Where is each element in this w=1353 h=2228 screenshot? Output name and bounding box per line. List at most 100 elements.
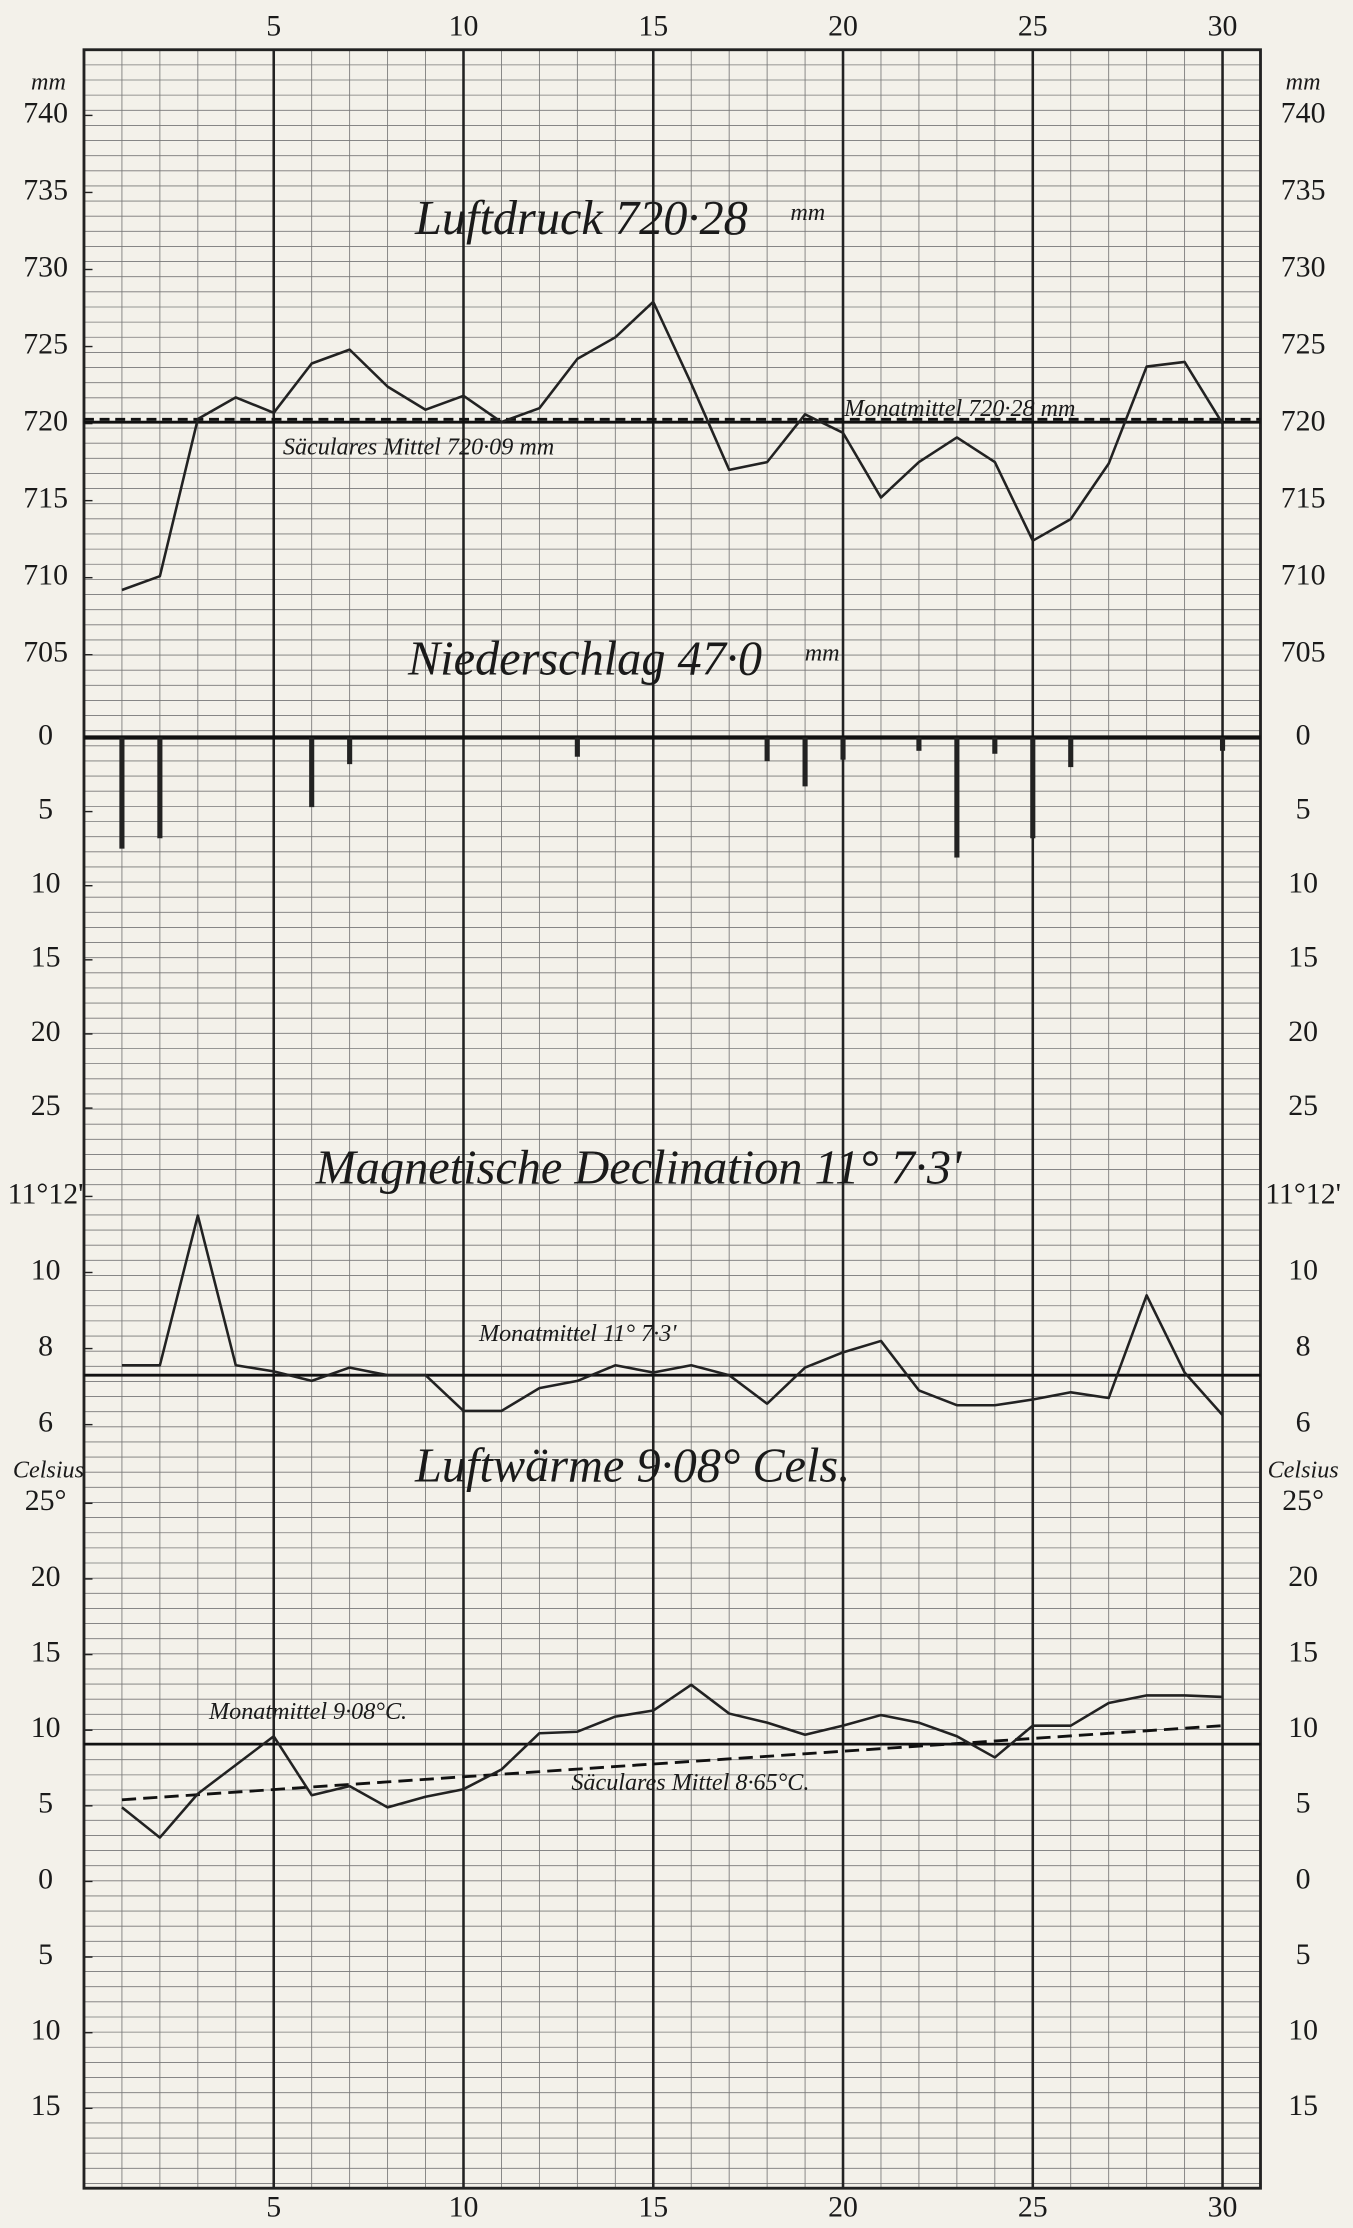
y-tick-label-right: 5 xyxy=(1296,1787,1311,1820)
y-tick-label-right: 11°12' xyxy=(1265,1177,1341,1210)
y-tick-label-left: 10 xyxy=(31,867,61,900)
title-unit: mm xyxy=(805,640,840,667)
y-tick-label-left: 705 xyxy=(23,636,68,669)
y-tick-label-left: 5 xyxy=(38,1787,53,1820)
panel-title: Niederschlag 47·0 xyxy=(407,633,762,686)
x-tick-label-top: 5 xyxy=(266,9,281,42)
mean-label: Säculares Mittel 720·09 mm xyxy=(283,434,554,461)
bar xyxy=(764,737,770,762)
bar xyxy=(992,737,998,754)
y-unit-right: Celsius xyxy=(1268,1457,1339,1484)
grid xyxy=(83,49,1261,2189)
y-tick-label-right: 25° xyxy=(1282,1484,1324,1517)
mean-label: Monatmittel 720·28 mm xyxy=(843,395,1075,422)
bar xyxy=(574,737,580,757)
y-tick-label-left: 8 xyxy=(38,1329,53,1362)
y-tick-label-left: 10 xyxy=(31,1253,61,1286)
x-tick-label-bottom: 15 xyxy=(638,2190,668,2223)
x-tick-label-bottom: 5 xyxy=(266,2190,281,2223)
y-tick-label-left: 15 xyxy=(31,2089,61,2122)
y-tick-label-left: 735 xyxy=(23,173,68,206)
x-tick-label-top: 30 xyxy=(1208,9,1238,42)
y-tick-label-left: 740 xyxy=(23,96,68,129)
y-tick-label-right: 715 xyxy=(1281,481,1326,514)
y-tick-label-left: 5 xyxy=(38,792,53,825)
y-tick-label-right: 6 xyxy=(1296,1405,1311,1438)
x-tick-label-bottom: 30 xyxy=(1208,2190,1238,2223)
y-tick-label-right: 5 xyxy=(1296,792,1311,825)
y-tick-label-right: 10 xyxy=(1288,1253,1318,1286)
bar xyxy=(309,737,315,808)
y-tick-label-right: 725 xyxy=(1281,327,1326,360)
bar xyxy=(1219,737,1226,751)
y-tick-label-left: 10 xyxy=(31,1711,61,1744)
y-tick-label-right: 710 xyxy=(1281,559,1326,592)
y-tick-label-right: 705 xyxy=(1281,636,1326,669)
y-tick-label-right: 15 xyxy=(1288,2089,1318,2122)
data-line xyxy=(121,1683,1223,1839)
x-tick-label-top: 15 xyxy=(638,9,668,42)
y-tick-label-right: 15 xyxy=(1288,1635,1318,1668)
bar xyxy=(954,737,960,858)
bar xyxy=(119,737,125,849)
y-unit-left: Celsius xyxy=(13,1457,84,1484)
x-tick-label-top: 20 xyxy=(828,9,858,42)
bar xyxy=(1030,737,1036,839)
y-tick-label-right: 10 xyxy=(1288,2014,1318,2047)
x-tick-label-top: 10 xyxy=(449,9,479,42)
y-tick-label-left: 0 xyxy=(38,1862,53,1895)
x-tick-label-top: 25 xyxy=(1018,9,1048,42)
bar xyxy=(840,737,846,760)
y-tick-label-right: 10 xyxy=(1288,1711,1318,1744)
data-line xyxy=(121,300,1224,592)
x-tick-label-bottom: 25 xyxy=(1018,2190,1048,2223)
bar xyxy=(916,737,922,751)
y-tick-label-left: 725 xyxy=(23,327,68,360)
bar xyxy=(802,737,808,787)
y-tick-label-left: 710 xyxy=(23,559,68,592)
y-tick-label-right: 730 xyxy=(1281,250,1326,283)
bar xyxy=(157,737,163,839)
y-tick-label-left: 11°12' xyxy=(8,1177,84,1210)
bar xyxy=(347,737,353,765)
y-tick-label-left: 25° xyxy=(25,1484,67,1517)
x-tick-label-bottom: 20 xyxy=(828,2190,858,2223)
y-tick-label-left: 20 xyxy=(31,1015,61,1048)
panel-title: Luftdruck 720·28 xyxy=(414,192,748,245)
y-tick-label-left: 5 xyxy=(38,1938,53,1971)
y-tick-label-left: 720 xyxy=(23,404,68,437)
y-tick-label-right: 720 xyxy=(1281,404,1326,437)
y-tick-label-right: 8 xyxy=(1296,1329,1311,1362)
y-tick-label-right: 20 xyxy=(1288,1560,1318,1593)
y-tick-label-left: 6 xyxy=(38,1405,53,1438)
y-tick-label-left: 15 xyxy=(31,1635,61,1668)
y-tick-label-right: 0 xyxy=(1296,718,1311,751)
trend-label: Säculares Mittel 8·65°C. xyxy=(571,1769,809,1796)
y-tick-label-right: 15 xyxy=(1288,941,1318,974)
y-unit-left: mm xyxy=(31,69,66,96)
y-unit-right: mm xyxy=(1286,69,1321,96)
y-tick-label-right: 10 xyxy=(1288,867,1318,900)
y-tick-label-right: 740 xyxy=(1281,96,1326,129)
y-tick-label-left: 25 xyxy=(31,1089,61,1122)
y-tick-label-right: 0 xyxy=(1296,1862,1311,1895)
y-tick-label-left: 15 xyxy=(31,941,61,974)
y-tick-label-right: 20 xyxy=(1288,1015,1318,1048)
y-tick-label-right: 5 xyxy=(1296,1938,1311,1971)
y-tick-label-left: 715 xyxy=(23,481,68,514)
panel-title: Luftwärme 9·08° Cels. xyxy=(414,1440,850,1493)
bar xyxy=(1068,737,1074,768)
panel-title: Magnetische Declination 11° 7·3' xyxy=(315,1141,962,1194)
mean-label: Monatmittel 11° 7·3' xyxy=(478,1320,677,1347)
title-unit: mm xyxy=(790,199,825,226)
y-tick-label-left: 0 xyxy=(38,718,53,751)
y-tick-label-left: 20 xyxy=(31,1560,61,1593)
mean-label: Monatmittel 9·08°C. xyxy=(208,1698,407,1725)
frame xyxy=(82,48,1262,2190)
data-line xyxy=(121,1214,1224,1416)
y-tick-label-left: 730 xyxy=(23,250,68,283)
y-tick-label-left: 10 xyxy=(31,2014,61,2047)
x-tick-label-bottom: 10 xyxy=(449,2190,479,2223)
